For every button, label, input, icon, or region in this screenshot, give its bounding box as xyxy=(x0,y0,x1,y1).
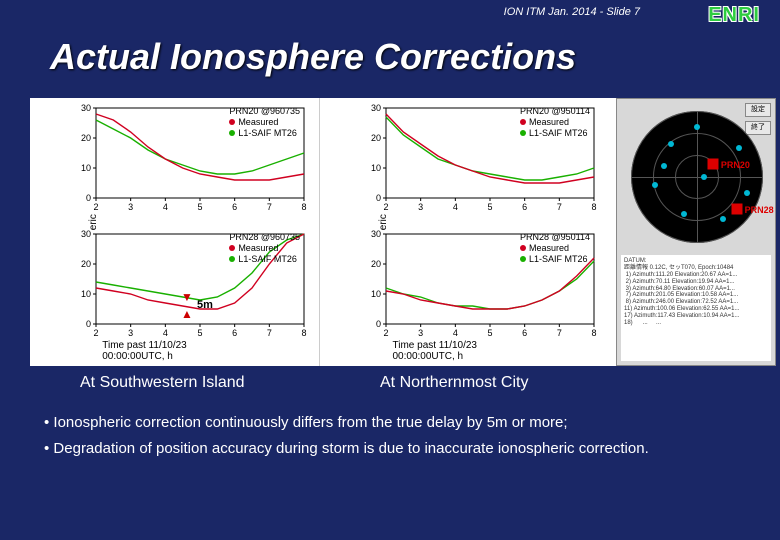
svg-text:20: 20 xyxy=(371,259,381,269)
svg-text:6: 6 xyxy=(522,328,527,338)
page-title: Actual Ionosphere Corrections xyxy=(50,36,576,78)
svg-text:4: 4 xyxy=(453,202,458,212)
header-note: ION ITM Jan. 2014 - Slide 7 xyxy=(504,6,640,18)
svg-text:8: 8 xyxy=(301,202,306,212)
svg-text:4: 4 xyxy=(453,328,458,338)
svg-text:4: 4 xyxy=(163,328,168,338)
svg-text:2: 2 xyxy=(93,328,98,338)
svg-text:30: 30 xyxy=(371,104,381,113)
skyplot-info-text: DATUM: 距離情報 0.12C, セッT070, Epoch:10484 1… xyxy=(621,255,771,361)
enri-logo: ENRI xyxy=(708,4,760,27)
svg-text:30: 30 xyxy=(81,230,91,239)
svg-text:7: 7 xyxy=(557,328,562,338)
svg-text:0: 0 xyxy=(376,319,381,329)
svg-text:20: 20 xyxy=(81,259,91,269)
svg-text:30: 30 xyxy=(81,104,91,113)
svg-text:5: 5 xyxy=(487,328,492,338)
svg-text:3: 3 xyxy=(418,328,423,338)
chart-col-southwest: Slant Ionospheric Delay, m 2345678010203… xyxy=(30,98,320,366)
panel-sw-prn20: 2 3 4 5 6 7 8 0 10 20 30 PRN20 @960735 Measured L1… xyxy=(72,104,308,214)
skyplot-polar: PRN20PRN28 xyxy=(631,111,763,243)
svg-text:30: 30 xyxy=(371,230,381,239)
svg-text:7: 7 xyxy=(557,202,562,212)
svg-text:5: 5 xyxy=(197,202,202,212)
bullet-list: Ionospheric correction continuously diff… xyxy=(44,410,750,461)
plot-legend: PRN28 @960735 Measured L1-SAIF MT26 xyxy=(229,232,300,264)
plot-legend: PRN20 @960735 Measured L1-SAIF MT26 xyxy=(229,106,300,138)
panel-n-prn28: 2 3 4 5 6 7 8 0 10 20 30 PRN28 @950114 Measured L1… xyxy=(362,230,598,340)
bullet-item: Ionospheric correction continuously diff… xyxy=(44,410,750,436)
svg-text:6: 6 xyxy=(232,328,237,338)
arrow-down-icon: ▼ xyxy=(181,294,193,301)
x-axis-label: Time past 11/10/23 00:00:00UTC, h xyxy=(102,340,247,362)
svg-text:2: 2 xyxy=(383,328,388,338)
svg-text:0: 0 xyxy=(86,193,91,203)
svg-text:10: 10 xyxy=(81,163,91,173)
svg-text:7: 7 xyxy=(267,328,272,338)
svg-text:8: 8 xyxy=(591,328,596,338)
svg-text:20: 20 xyxy=(371,133,381,143)
svg-text:7: 7 xyxy=(267,202,272,212)
svg-text:2: 2 xyxy=(383,202,388,212)
x-axis-label: Time past 11/10/23 00:00:00UTC, h xyxy=(393,340,538,362)
svg-text:2: 2 xyxy=(93,202,98,212)
chart-col-north: Slant Ionospheric Delay, m 2345678010203… xyxy=(320,98,610,366)
plot-legend: PRN20 @950114 Measured L1-SAIF MT26 xyxy=(520,106,590,138)
svg-text:3: 3 xyxy=(418,202,423,212)
gap-5m-label: 5m xyxy=(194,298,216,312)
arrow-up-icon: ▲ xyxy=(181,311,193,318)
svg-text:0: 0 xyxy=(376,193,381,203)
svg-text:4: 4 xyxy=(163,202,168,212)
svg-text:0: 0 xyxy=(86,319,91,329)
svg-text:3: 3 xyxy=(128,328,133,338)
svg-text:10: 10 xyxy=(371,163,381,173)
svg-text:8: 8 xyxy=(591,202,596,212)
panel-n-prn20: 2 3 4 5 6 7 8 0 10 20 30 PRN20 @950114 Measured L1… xyxy=(362,104,598,214)
charts-container: Slant Ionospheric Delay, m 2345678010203… xyxy=(30,98,616,366)
bullet-item: Degradation of position accuracy during … xyxy=(44,436,750,462)
panel-sw-prn28: 2 3 4 5 6 7 8 0 10 20 30 PRN28 @960735 Measured L1… xyxy=(72,230,308,340)
svg-text:6: 6 xyxy=(522,202,527,212)
skyplot-button-2[interactable]: 終了 xyxy=(745,121,771,135)
svg-text:8: 8 xyxy=(301,328,306,338)
svg-text:3: 3 xyxy=(128,202,133,212)
gap-arrows-icon: ▼ ▲ xyxy=(180,294,194,318)
caption-north: At Northernmost City xyxy=(380,374,528,392)
svg-text:5: 5 xyxy=(197,328,202,338)
svg-text:10: 10 xyxy=(371,289,381,299)
caption-southwest: At Southwestern Island xyxy=(80,374,245,392)
svg-text:10: 10 xyxy=(81,289,91,299)
skyplot-button-1[interactable]: 設定 xyxy=(745,103,771,117)
svg-text:20: 20 xyxy=(81,133,91,143)
plot-legend: PRN28 @950114 Measured L1-SAIF MT26 xyxy=(520,232,590,264)
svg-text:5: 5 xyxy=(487,202,492,212)
skyplot-window: 設定 終了 PRN20PRN28 DATUM: 距離情報 0.12C, セッT0… xyxy=(616,98,776,366)
svg-text:6: 6 xyxy=(232,202,237,212)
